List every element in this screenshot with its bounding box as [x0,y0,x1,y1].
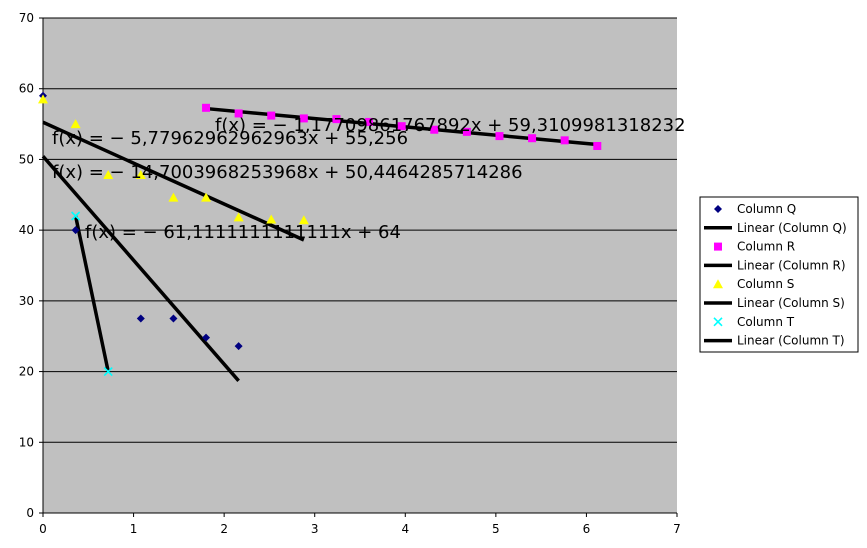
grid-lines [43,17,677,443]
legend-label: Column R [737,240,795,254]
y-tick-label: 10 [19,435,34,449]
data-point [202,103,211,112]
trendline-equation: f(x) = − 61,1111111111111x + 64 [85,222,401,243]
data-point [234,109,243,118]
legend-label: Column S [737,277,794,291]
x-tick-label: 1 [130,522,138,536]
data-point [103,367,113,377]
plot-area [43,18,677,513]
y-tick-label: 60 [19,82,34,96]
data-point [70,119,81,129]
trendline-equation: f(x) = − 1,17709861767892x + 59,31099813… [215,115,686,136]
x-tick-label: 7 [673,522,681,536]
y-tick-label: 20 [19,365,34,379]
data-point [169,314,178,323]
x-tick-label: 2 [220,522,228,536]
data-point [462,127,471,136]
data-point [71,226,80,235]
data-point [560,136,569,145]
legend-label: Linear (Column S) [737,296,845,310]
data-point [495,132,504,141]
data-point [593,141,602,150]
data-point [135,169,146,179]
y-tick-label: 40 [19,223,34,237]
trendline [73,215,110,372]
legend-marker [713,279,723,289]
x-tick-label: 5 [492,522,500,536]
data-point [397,122,406,131]
data-point [202,333,211,342]
data-point [430,125,439,134]
data-markers [38,91,602,377]
data-point [136,314,145,323]
legend-label: Column T [737,315,795,329]
legend: Column Q Linear (Column Q) Column R Linear … [699,196,859,353]
data-point [332,115,341,124]
x-tick-labels: 0 1 2 3 4 5 6 7 [39,513,681,536]
y-tick-label: 0 [26,506,34,520]
data-point [266,214,277,224]
data-point [103,169,114,179]
x-tick-label: 0 [39,522,47,536]
legend-label: Column Q [737,202,796,216]
data-point [234,342,243,351]
trendline-equations: f(x) = − 14,7003968253968x + 50,44642857… [52,115,686,243]
legend-marker [714,205,722,213]
data-point [267,111,276,120]
x-tick-label: 4 [401,522,409,536]
data-point [528,134,537,143]
legend-label: Linear (Column T) [737,334,845,348]
y-tick-label: 50 [19,152,34,166]
legend-box [699,196,859,353]
data-point [233,212,244,222]
data-point [298,215,309,225]
data-point [201,192,212,202]
legend-label: Linear (Column R) [737,258,846,272]
data-point [365,117,374,126]
trendline [42,120,305,242]
data-point [71,211,81,221]
x-tick-label: 6 [583,522,591,536]
data-point [299,114,308,123]
trendline [41,155,240,382]
legend-label: Linear (Column Q) [737,221,847,235]
x-tick-label: 3 [311,522,319,536]
legend-marker [714,242,722,251]
data-point [168,192,179,202]
y-tick-label: 70 [19,11,34,25]
legend-marker [713,317,723,327]
data-point [38,94,48,104]
trendline-equation: f(x) = − 14,7003968253968x + 50,44642857… [52,162,523,183]
y-tick-label: 30 [19,294,34,308]
trendline-equation: f(x) = − 5,77962962962963x + 55,256 [52,128,408,149]
y-tick-labels: 0 10 20 30 40 50 60 70 [19,11,43,520]
